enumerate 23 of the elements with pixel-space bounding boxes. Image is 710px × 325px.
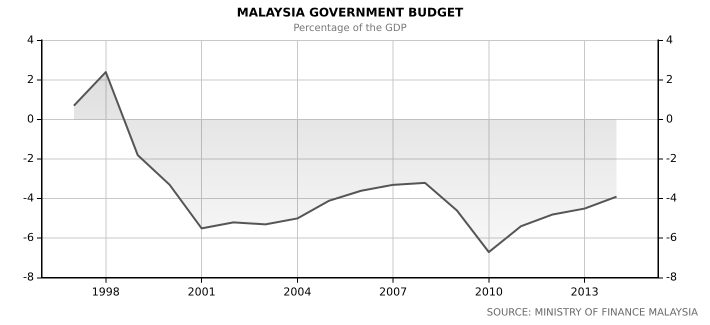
y-tick-label: -6: [23, 231, 34, 244]
y2-tick-label: -8: [666, 270, 677, 284]
y-tick-label: 2: [26, 72, 34, 86]
y-tick-label: 0: [26, 112, 34, 126]
x-tick-label: 2001: [188, 285, 216, 298]
source-note: SOURCE: MINISTRY OF FINANCE MALAYSIA: [486, 308, 698, 319]
y2-tick-label: 2: [666, 72, 674, 86]
y2-tick-label: -6: [666, 231, 677, 244]
y2-tick-label: -2: [666, 152, 677, 165]
y2-tick-label: -4: [666, 192, 677, 205]
y-tick-label: -8: [23, 270, 34, 284]
y-tick-label: 4: [26, 33, 34, 46]
x-tick-label: 2004: [283, 285, 312, 298]
x-tick-label: 1998: [92, 285, 120, 298]
y2-tick-label: 0: [666, 112, 674, 126]
x-tick-label: 2013: [570, 285, 599, 298]
x-tick-label: 2007: [379, 285, 408, 298]
y2-tick-label: 4: [666, 33, 674, 46]
y-tick-label: -4: [23, 192, 34, 205]
y-tick-label: -2: [23, 152, 34, 165]
chart-subtitle: Percentage of the GDP: [293, 22, 407, 34]
chart-title: MALAYSIA GOVERNMENT BUDGET: [236, 5, 464, 20]
x-tick-label: 2010: [474, 285, 503, 298]
